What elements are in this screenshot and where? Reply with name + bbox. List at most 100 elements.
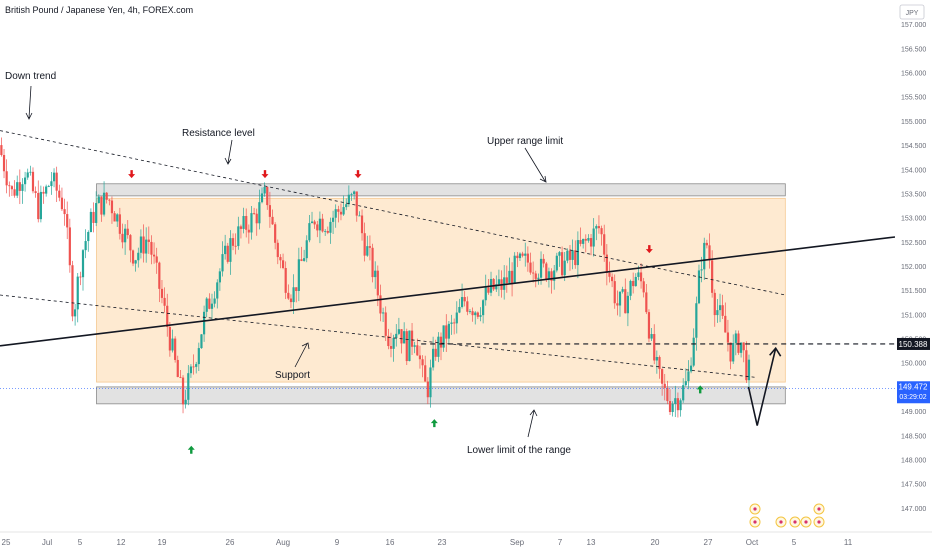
candle-body [405, 331, 408, 362]
projection-path[interactable] [747, 348, 777, 426]
candle [395, 324, 398, 347]
candle [202, 305, 206, 342]
candle [226, 242, 229, 264]
candle [726, 319, 730, 352]
candle [350, 192, 353, 201]
candle [160, 280, 164, 304]
candle [629, 279, 632, 301]
candle [321, 213, 324, 233]
candle [16, 175, 19, 199]
candle-body [684, 381, 687, 386]
candle [674, 385, 677, 418]
current-price-label: 149.472 [899, 382, 928, 391]
candle-body [574, 250, 577, 266]
candle [526, 246, 529, 272]
candle [592, 218, 595, 257]
candle-body [231, 238, 235, 246]
candle [168, 321, 171, 357]
candle [429, 359, 432, 408]
candle-body [295, 287, 298, 291]
candle-body [208, 298, 211, 309]
candle [326, 226, 329, 235]
candle [200, 333, 203, 349]
candle [584, 234, 587, 253]
candle [471, 307, 474, 322]
candle-body [26, 172, 29, 178]
candle-body [305, 240, 308, 259]
candle-body [76, 276, 79, 310]
candle-body [50, 181, 53, 187]
candle-body [105, 192, 108, 200]
candle [513, 252, 516, 284]
candle-body [179, 376, 182, 378]
candle [255, 208, 258, 236]
candle [210, 293, 214, 321]
candle-body [150, 241, 153, 255]
candle [605, 244, 608, 286]
candle-body [360, 215, 364, 234]
candle-body [10, 186, 14, 190]
candle-body [416, 345, 419, 356]
candle [13, 180, 16, 198]
candle-body [468, 311, 472, 313]
candle [482, 299, 485, 324]
candle [181, 375, 185, 414]
candle-body [303, 258, 306, 261]
candle-body [747, 359, 751, 381]
event-markers[interactable] [749, 503, 825, 528]
candle [474, 311, 477, 325]
candle [337, 205, 340, 223]
currency-badge[interactable] [899, 4, 925, 20]
trendline-down-trend[interactable] [0, 130, 786, 296]
candle [711, 250, 714, 298]
candle [263, 182, 266, 197]
candle-body [466, 301, 469, 312]
candle [579, 227, 582, 247]
candle [516, 251, 519, 268]
candle-body [16, 182, 19, 196]
trendline-main[interactable] [0, 236, 896, 347]
candle [400, 329, 403, 354]
candle-body [668, 401, 672, 413]
candle [121, 223, 124, 249]
candle [79, 271, 82, 286]
candle-body [718, 305, 722, 311]
price-axis[interactable]: 157.000 156.500 156.000 155.500 155.000 154.5… [895, 0, 932, 532]
candle [695, 296, 698, 351]
candle [192, 354, 195, 375]
candle [150, 235, 153, 265]
candle-body [571, 250, 574, 260]
candle [318, 211, 322, 244]
candle [113, 210, 116, 222]
candle-body [547, 271, 551, 280]
candle-body [413, 345, 416, 347]
candle [355, 191, 358, 222]
candle-body [205, 298, 208, 312]
candle-body [137, 252, 140, 261]
candle [187, 365, 190, 406]
candle [239, 224, 243, 239]
candle [281, 253, 285, 270]
candle-body [8, 185, 11, 187]
candle-body [508, 270, 511, 283]
candle-body [389, 346, 393, 349]
candle-body [47, 186, 50, 187]
time-tick-label: 12 [117, 538, 126, 547]
candle [81, 248, 85, 291]
candle-body [379, 295, 382, 314]
candle [529, 252, 532, 275]
signal-arrow-up [430, 419, 438, 428]
time-axis[interactable]: 25 Jul 5 12 19 26 Aug 9 16 23 Sep 7 13 20 27 Oct 5 11 [0, 531, 932, 550]
candle-body [81, 250, 85, 278]
candle-body [79, 276, 82, 278]
candle-body [292, 287, 295, 303]
candle-body [632, 280, 635, 287]
candle [89, 208, 92, 233]
candle [174, 336, 177, 363]
candle [718, 293, 722, 323]
candle-body [202, 311, 206, 335]
trendline-support[interactable] [0, 294, 755, 378]
candle-body [695, 303, 698, 338]
candle-body [371, 247, 374, 278]
